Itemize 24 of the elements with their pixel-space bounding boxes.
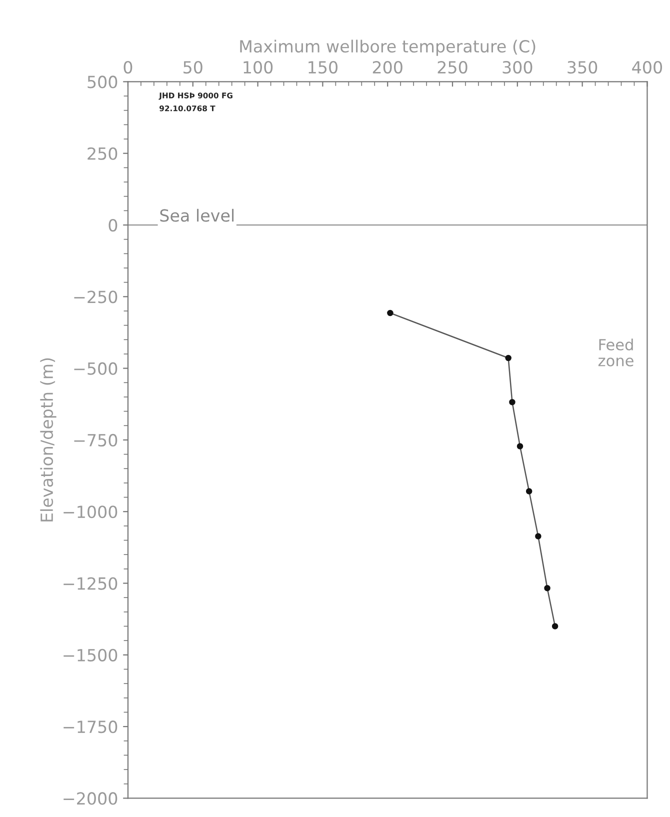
y-axis-title: Elevation/depth (m) (40, 358, 56, 522)
x-tick-label: 50 (184, 61, 202, 74)
y-tick-label: −1000 (64, 506, 118, 518)
y-tick-label: −2000 (64, 792, 118, 805)
y-tick-label: −250 (74, 290, 118, 304)
x-tick-label: 350 (568, 61, 598, 74)
x-tick-label: 300 (502, 61, 532, 74)
y-tick-label: −1250 (64, 577, 118, 590)
x-tick-label: 400 (632, 61, 662, 74)
annotation: Feed zone (598, 338, 634, 366)
x-axis-title: Maximum wellbore temperature (C) (240, 40, 536, 56)
x-tick-label: 250 (438, 61, 468, 74)
x-tick-label: 200 (372, 61, 402, 74)
x-tick-label: 100 (244, 61, 273, 74)
y-tick-label: −1750 (64, 720, 118, 734)
ref-line-label: Sea level (160, 208, 234, 222)
x-tick-label: 0 (124, 61, 132, 74)
y-tick-label: 250 (88, 147, 118, 160)
y-tick-label: −1500 (64, 648, 118, 662)
y-tick-label: 500 (88, 76, 118, 88)
y-tick-label: −750 (74, 434, 118, 447)
x-tick-label: 150 (308, 61, 338, 74)
y-tick-label: −500 (74, 362, 118, 375)
y-tick-label: 0 (108, 218, 118, 232)
